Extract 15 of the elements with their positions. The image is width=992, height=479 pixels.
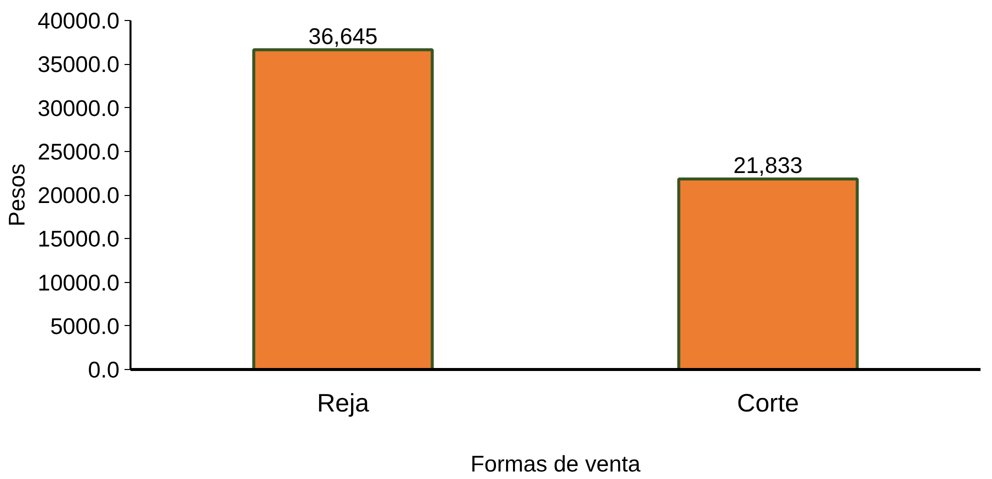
x-tick-label: Reja bbox=[316, 390, 370, 418]
y-tick-label: 15000.0 bbox=[38, 226, 120, 252]
y-tick-label: 0.0 bbox=[88, 356, 120, 382]
y-tick-label: 40000.0 bbox=[38, 8, 120, 34]
y-tick-label: 30000.0 bbox=[38, 94, 120, 121]
y-tick-label: 25000.0 bbox=[38, 138, 120, 164]
y-tick-label: 35000.0 bbox=[38, 51, 120, 78]
y-tick-label: 20000.0 bbox=[38, 182, 120, 208]
y-axis-title: Pesos bbox=[4, 164, 30, 226]
x-axis-title: Formas de venta bbox=[470, 450, 641, 476]
y-tick-label: 5000.0 bbox=[50, 312, 120, 339]
data-label: 21,833 bbox=[733, 152, 803, 178]
y-tick-label: 10000.0 bbox=[38, 269, 120, 296]
x-tick-label: Corte bbox=[737, 390, 799, 418]
data-label: 36,645 bbox=[308, 22, 378, 49]
